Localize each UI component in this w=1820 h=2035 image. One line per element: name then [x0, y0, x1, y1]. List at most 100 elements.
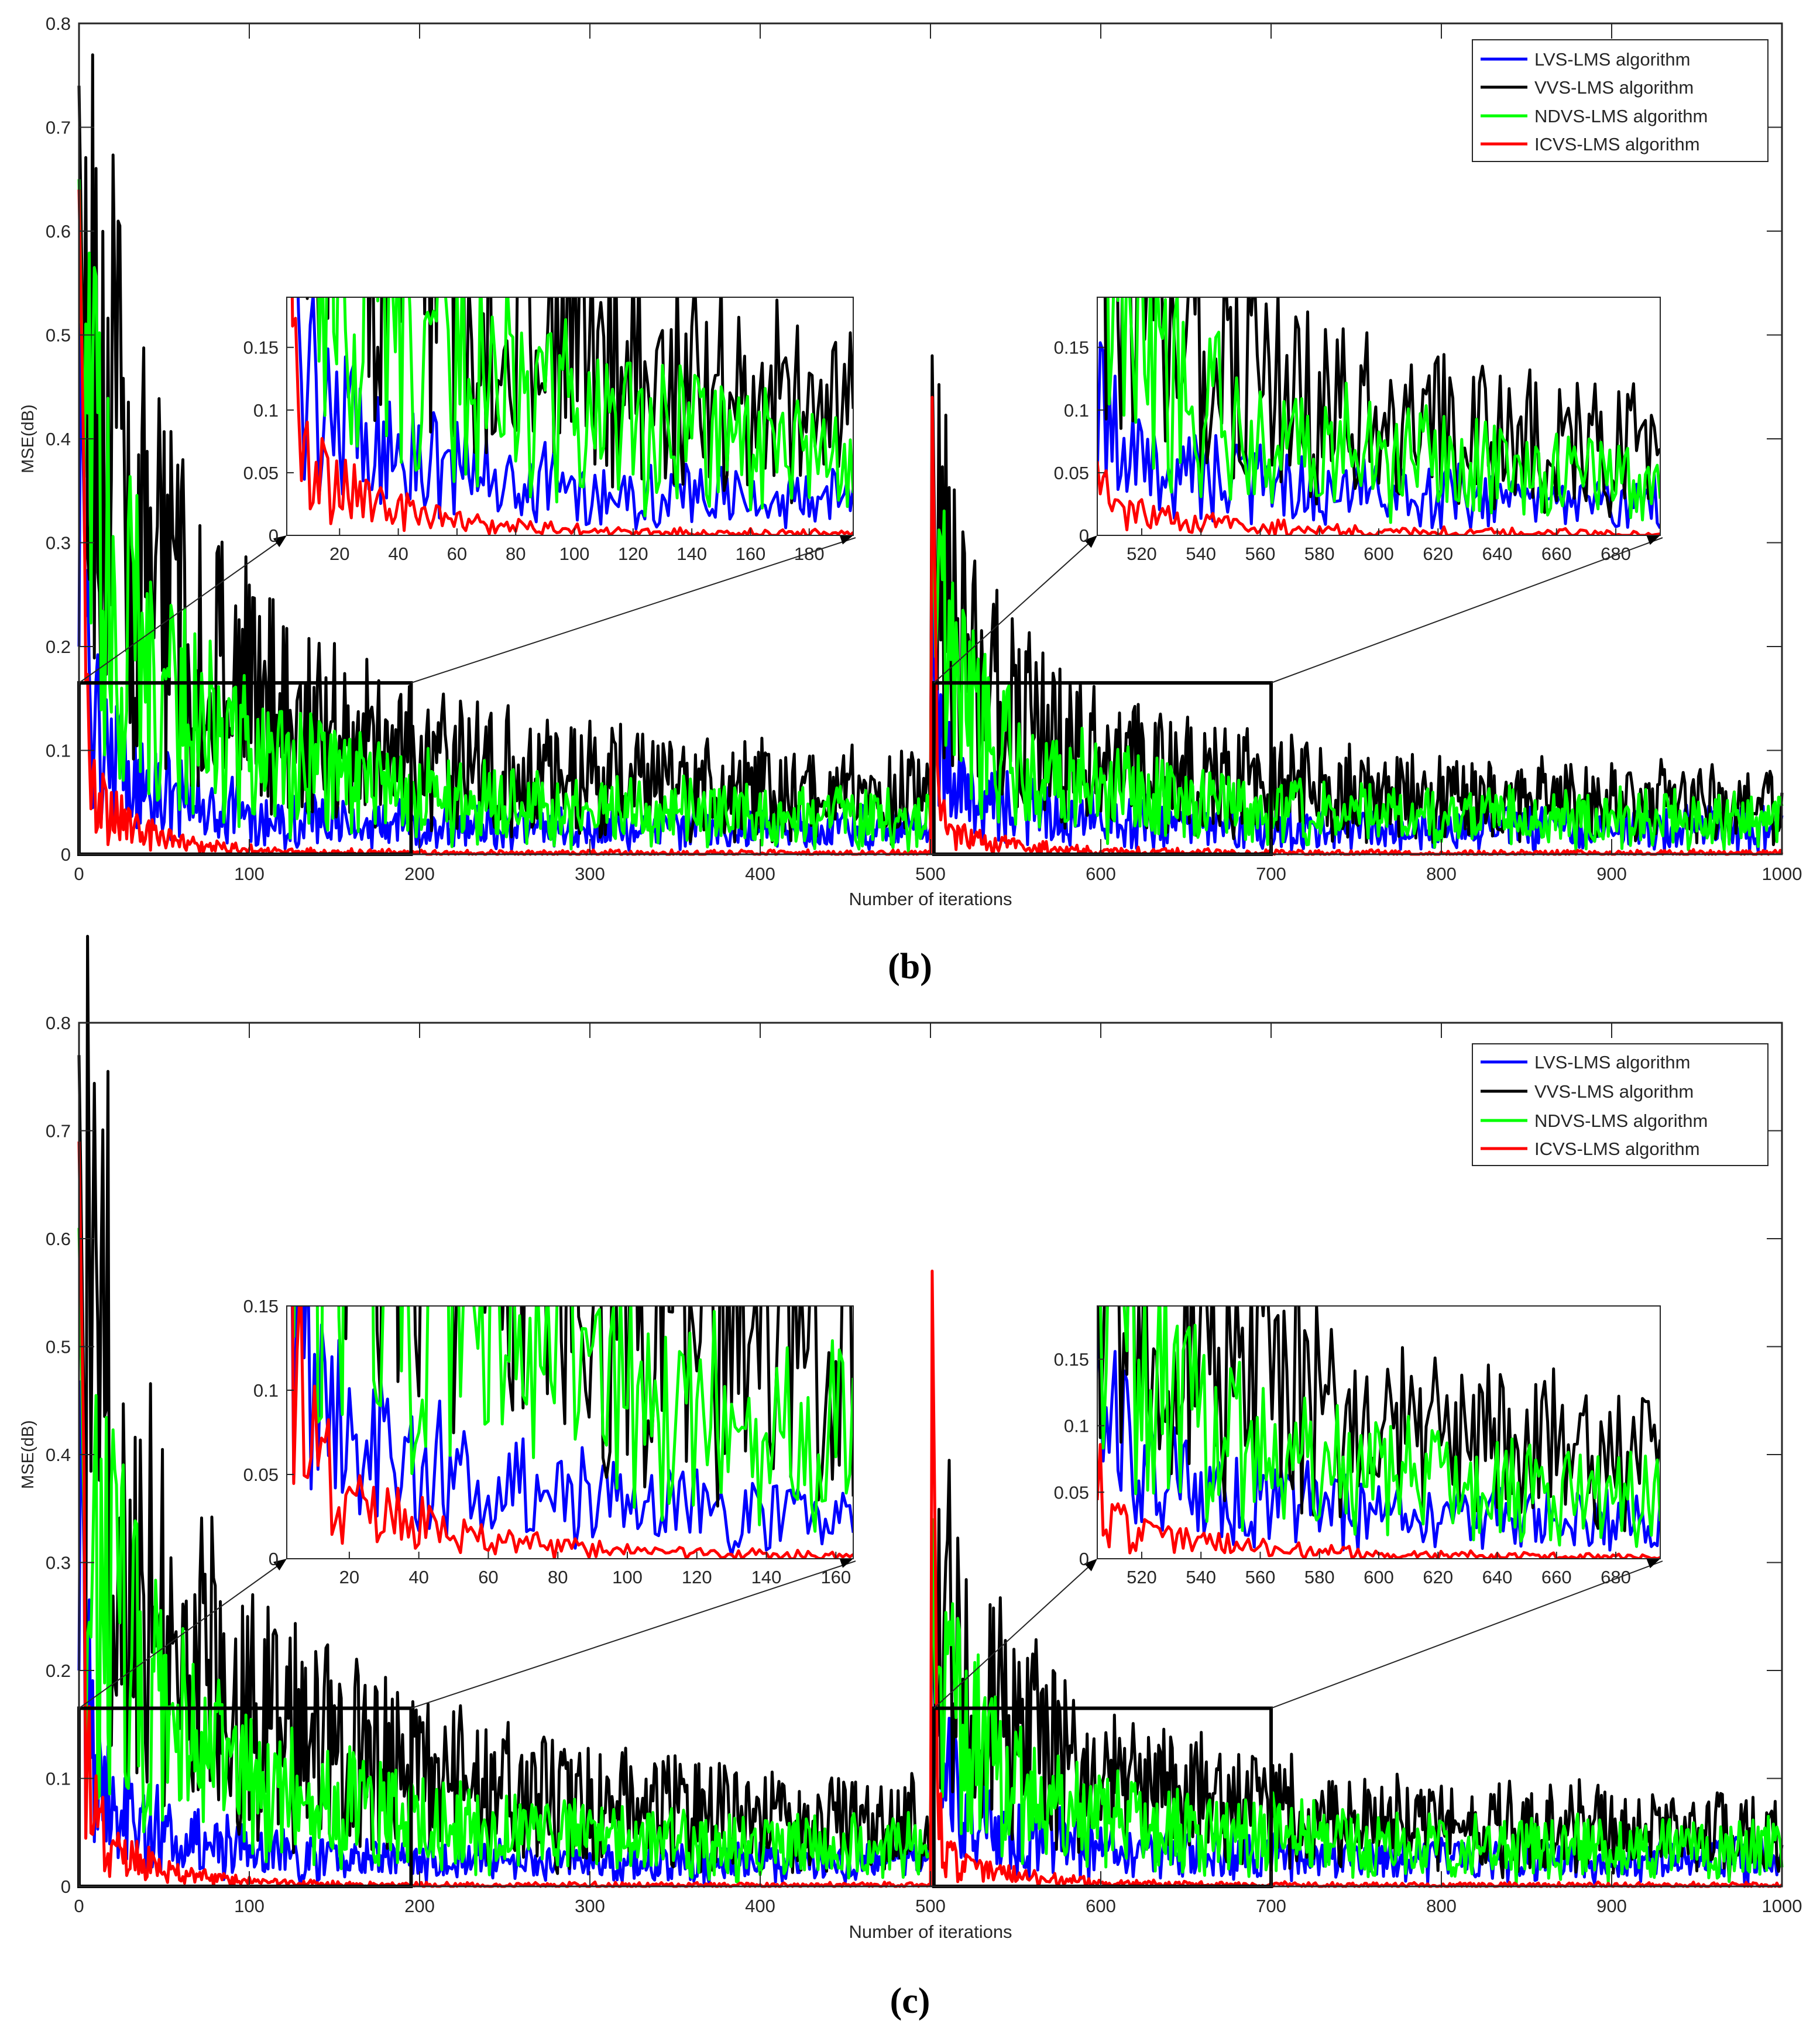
inset-x-tick-label: 140: [751, 1567, 782, 1587]
inset-y-tick-label: 0: [1079, 525, 1089, 546]
x-tick-label: 100: [234, 864, 265, 884]
inset-series-line-vvs: [305, 297, 853, 504]
inset-x-tick-label: 160: [820, 1567, 851, 1587]
inset-x-tick-label: 680: [1601, 1567, 1631, 1587]
inset-x-tick-label: 660: [1541, 544, 1572, 564]
x-tick-label: 300: [575, 1896, 605, 1916]
legend-box: [1472, 1043, 1769, 1166]
caption-b: (b): [888, 947, 932, 986]
y-tick-label: 0.1: [46, 741, 71, 761]
arrow-head-icon: [273, 1559, 287, 1571]
inset-axes: 20 40 60 80 100 120 140 160 0 0.05 0.1 0.15: [243, 1296, 854, 1587]
y-tick-label: 0.5: [46, 1337, 71, 1357]
inset-x-tick-label: 560: [1245, 544, 1276, 564]
x-tick-label: 1000: [1762, 1896, 1802, 1916]
zoom-connector: [411, 1560, 856, 1709]
inset-frame: [286, 1305, 854, 1559]
inset-x-tick-label: 660: [1541, 1567, 1572, 1587]
inset-series-line-ndvs: [1099, 1306, 1660, 1548]
legend-label-vvs: VVS-LMS algorithm: [1534, 1081, 1694, 1102]
inset-y-tick-label: 0: [269, 1549, 279, 1569]
inset-x-tick-label: 620: [1423, 544, 1453, 564]
legend-label-icvs: ICVS-LMS algorithm: [1534, 1139, 1700, 1159]
inset-x-tick-label: 80: [548, 1567, 568, 1587]
inset-y-tick-label: 0.15: [1054, 338, 1089, 358]
inset-series-line-ndvs: [291, 1306, 853, 1533]
y-tick-label: 0.7: [46, 1121, 71, 1142]
arrow-head-icon: [1646, 535, 1660, 545]
inset-x-tick-label: 120: [618, 544, 648, 564]
arrow-head-icon: [839, 534, 853, 545]
legend-label-icvs: ICVS-LMS algorithm: [1534, 134, 1700, 154]
insets-c: 20 40 60 80 100 120 140 160 0 0.05 0.1 0.15 520 540 56…: [243, 1296, 1661, 1587]
x-tick-label: 600: [1086, 864, 1116, 884]
y-tick-label: 0.8: [46, 13, 71, 34]
inset-series-line-vvs: [1103, 297, 1660, 518]
inset-y-tick-label: 0.15: [1054, 1349, 1089, 1370]
inset-series-line-lvs: [1097, 1322, 1660, 1554]
y-tick-label: 0.6: [46, 1229, 71, 1249]
inset-series-line-ndvs: [1106, 297, 1660, 524]
x-tick-label: 900: [1596, 864, 1627, 884]
inset-x-tick-label: 80: [506, 544, 526, 564]
inset-axes: 20 40 60 80 100 120 140 160 180 0 0.05 0.1 0.15: [243, 297, 854, 564]
zoom-connector: [78, 537, 285, 683]
inset-x-tick-label: 40: [388, 544, 408, 564]
inset-series-line-vvs: [1097, 1306, 1660, 1532]
arrow-head-icon: [839, 1558, 853, 1568]
caption-c: (c): [890, 1981, 930, 2021]
inset-x-tick-label: 160: [736, 544, 766, 564]
y-axis-label: MSE(dB): [19, 1420, 37, 1489]
arrow-head-icon: [273, 535, 287, 548]
y-tick-label: 0: [61, 844, 71, 865]
y-axis-label: MSE(dB): [19, 404, 37, 473]
inset-x-tick-label: 20: [329, 544, 349, 564]
ticks-b: 0 100 200 300 400 500 600 700 800 900 100000.10.20…: [46, 13, 1802, 884]
x-tick-label: 900: [1596, 1896, 1627, 1916]
arrow-head-icon: [1646, 1558, 1660, 1569]
inset-y-tick-label: 0.05: [1054, 1482, 1089, 1503]
x-tick-label: 400: [745, 864, 775, 884]
x-tick-label: 500: [915, 864, 946, 884]
inset-x-tick-label: 60: [478, 1567, 498, 1587]
x-tick-label: 300: [575, 864, 605, 884]
inset-x-tick-label: 20: [339, 1567, 359, 1587]
x-tick-label: 700: [1256, 1896, 1286, 1916]
x-tick-label: 700: [1256, 864, 1286, 884]
inset-x-tick-label: 100: [559, 544, 590, 564]
inset-y-tick-label: 0.05: [243, 463, 279, 483]
chart-b: 0 100 200 300 400 500 600 700 800 900 100000.10.20…: [19, 13, 1802, 986]
inset-x-tick-label: 140: [677, 544, 707, 564]
inset-y-tick-label: 0.15: [243, 1296, 279, 1316]
legend-label-lvs: LVS-LMS algorithm: [1534, 49, 1690, 70]
insets-b: 20 40 60 80 100 120 140 160 180 0 0.05 0.1 0.15 520 54…: [243, 297, 1661, 564]
inset-series-line-ndvs: [317, 297, 853, 518]
x-tick-label: 800: [1426, 1896, 1457, 1916]
inset-y-tick-label: 0.1: [253, 1380, 279, 1401]
y-tick-label: 0.3: [46, 1553, 71, 1573]
x-tick-label: 1000: [1762, 864, 1802, 884]
inset-x-tick-label: 580: [1304, 1567, 1335, 1587]
inset-series-line-lvs: [1097, 341, 1660, 530]
inset-frame: [286, 297, 854, 536]
inset-x-tick-label: 60: [447, 544, 467, 564]
inset-x-tick-label: 620: [1423, 1567, 1453, 1587]
legend-c: LVS-LMS algorithm VVS-LMS algorithm NDVS…: [1472, 1043, 1769, 1166]
zoom-connector: [1270, 537, 1663, 684]
legend-b: LVS-LMS algorithm VVS-LMS algorithm NDVS…: [1472, 39, 1769, 162]
y-tick-label: 0.2: [46, 1661, 71, 1681]
inset-x-tick-label: 520: [1127, 1567, 1157, 1587]
y-tick-label: 0.8: [46, 1013, 71, 1033]
y-tick-label: 0.3: [46, 533, 71, 554]
legend-label-ndvs: NDVS-LMS algorithm: [1534, 1111, 1708, 1131]
y-tick-label: 0: [61, 1876, 71, 1897]
x-tick-label: 400: [745, 1896, 775, 1916]
chart-c: 0 100 200 300 400 500 600 700 800 900 100000.10.20…: [19, 934, 1802, 2021]
inset-x-tick-label: 600: [1364, 544, 1394, 564]
inset-axes: 520 540 560 580 600 620 640 660 680 0 0.05 0.1 0.15: [1054, 1305, 1661, 1587]
inset-x-tick-label: 640: [1482, 544, 1513, 564]
inset-x-tick-label: 580: [1304, 544, 1335, 564]
inset-y-tick-label: 0.15: [243, 338, 279, 358]
inset-x-tick-label: 540: [1186, 1567, 1216, 1587]
